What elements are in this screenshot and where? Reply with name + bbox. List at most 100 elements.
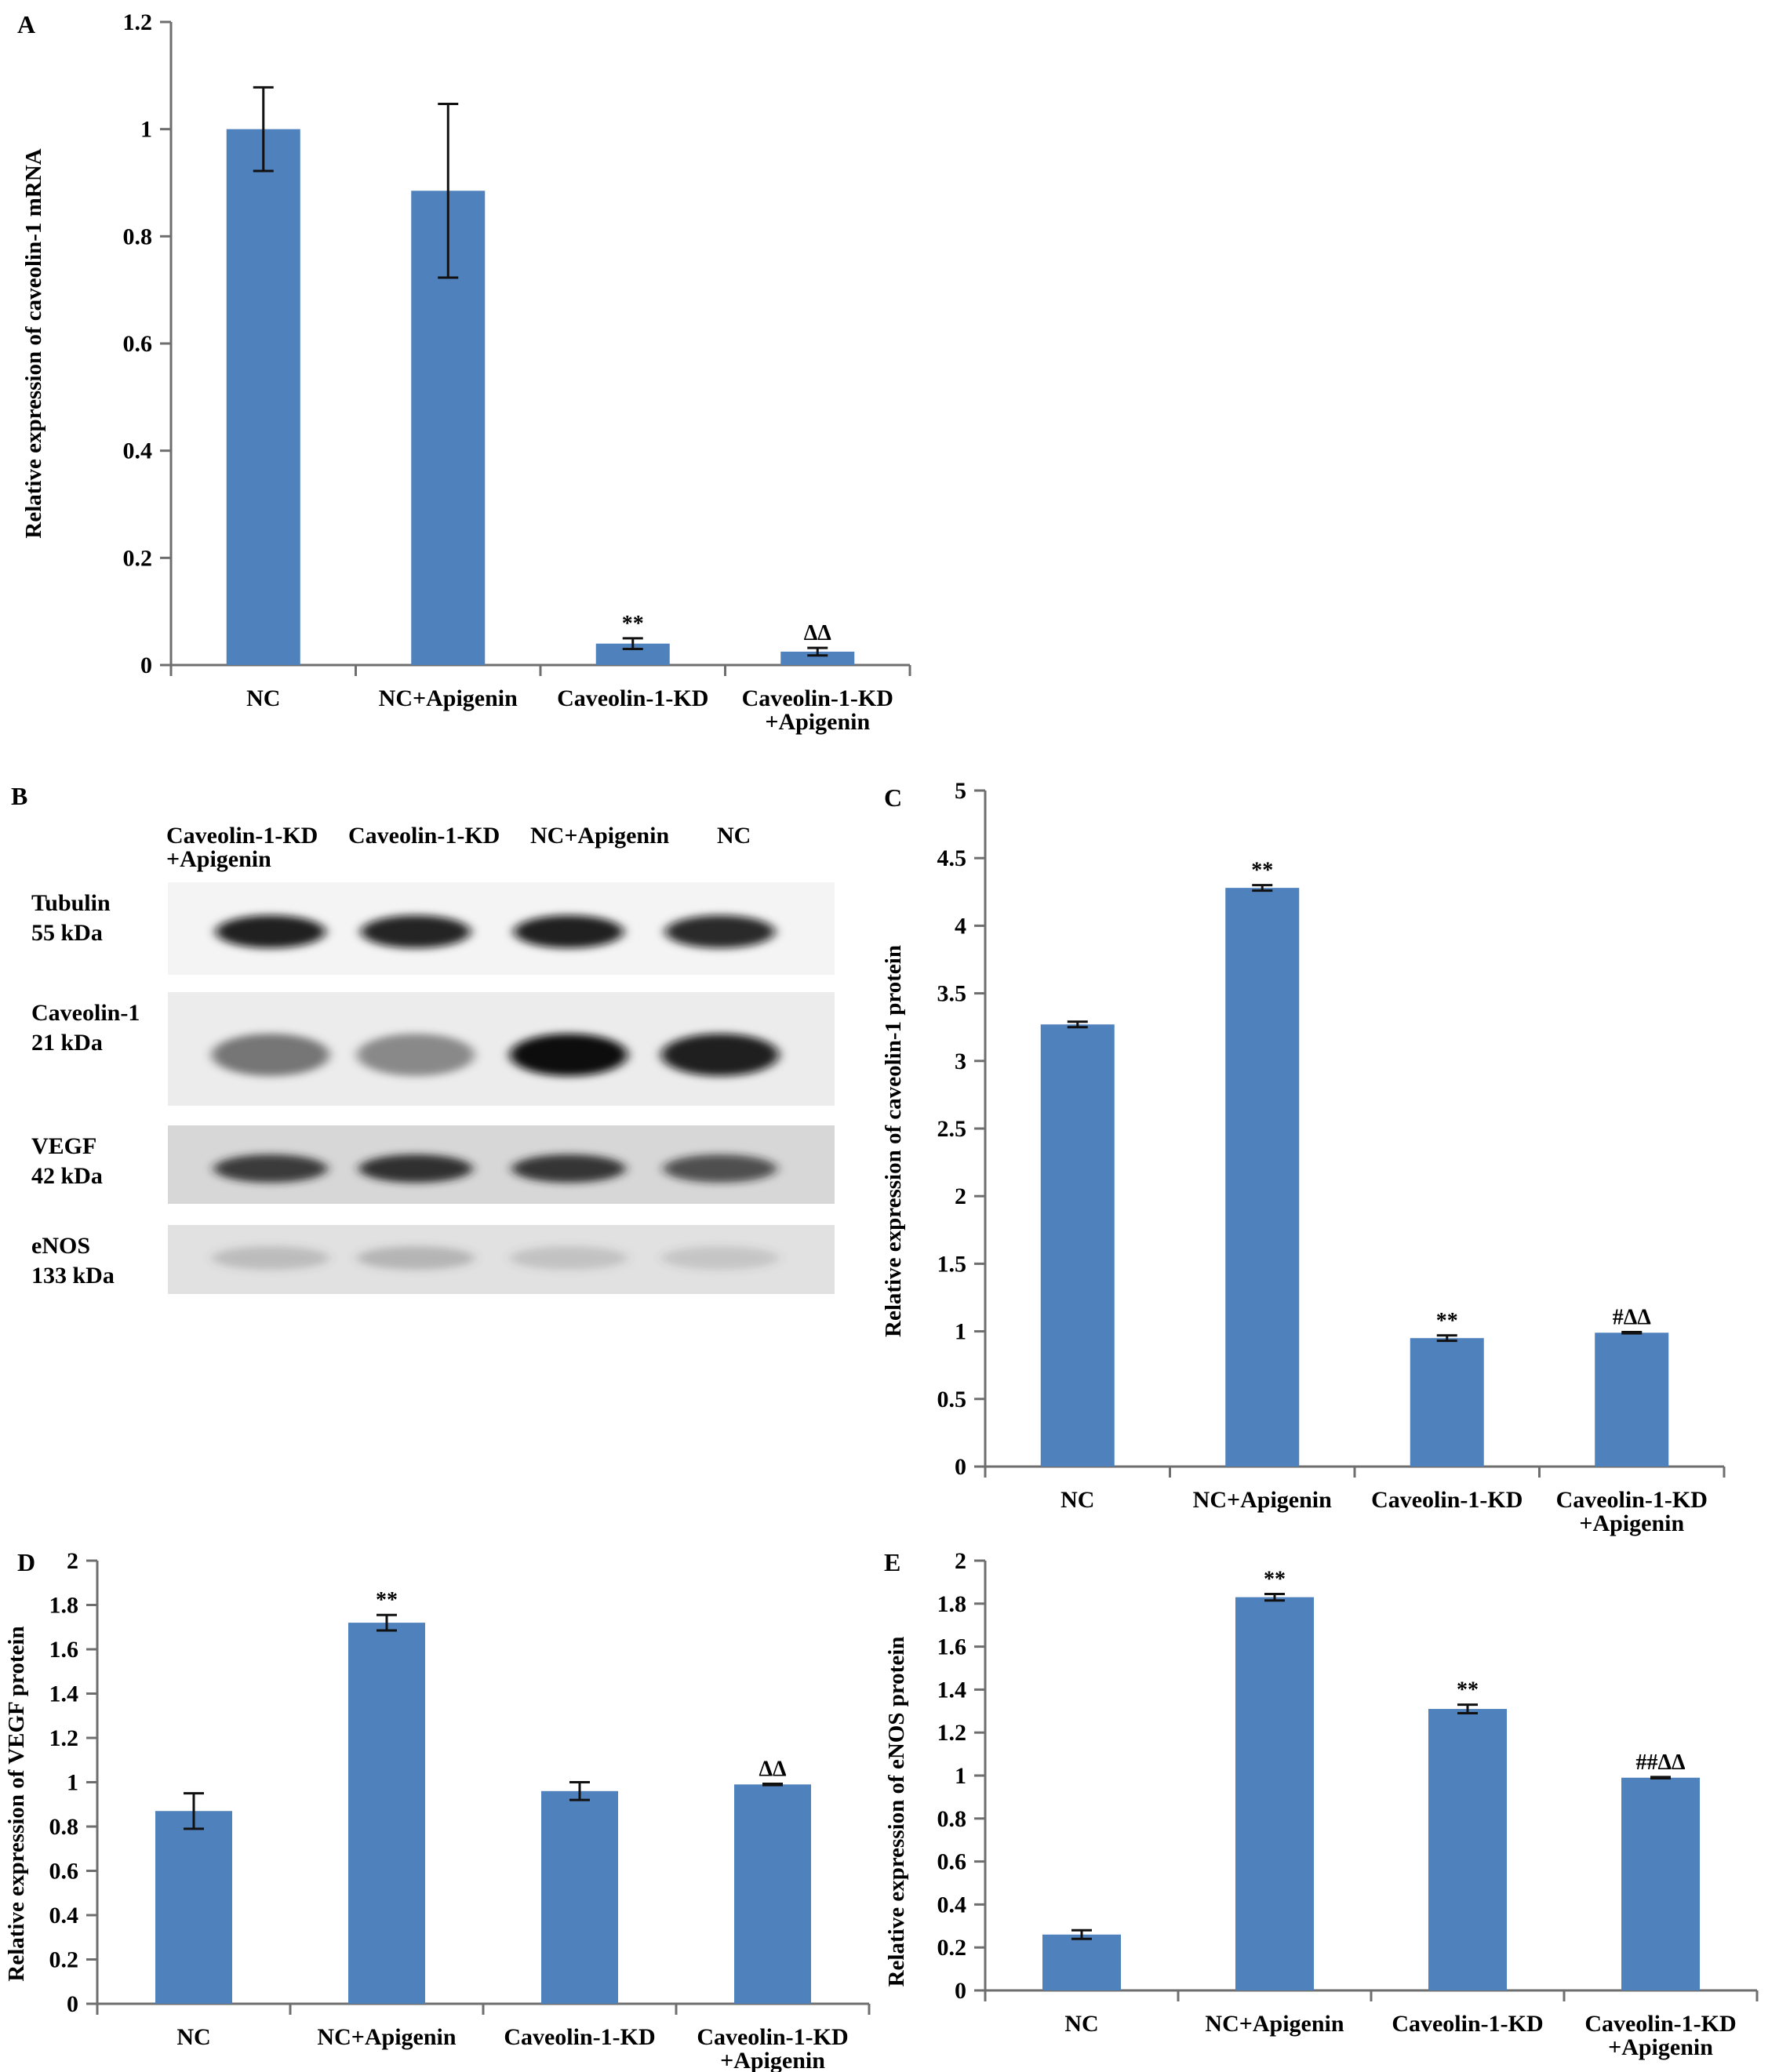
error-bar [569,1781,590,1801]
y-tick-label: 2 [955,1183,966,1209]
protein-label: Tubulin [31,890,111,916]
protein-label: eNOS [31,1233,90,1259]
lane-label: Caveolin-1-KD [166,823,318,849]
y-tick-label: 0.6 [123,331,153,357]
error-bar [807,646,828,657]
y-tick-label: 1.6 [49,1637,79,1663]
y-tick-label: 0 [955,1454,966,1480]
error-bar [1067,1020,1088,1029]
y-tick-label: 0.8 [123,224,153,249]
y-tick-label: 1.2 [49,1725,79,1751]
x-category-label: +Apigenin [765,709,870,735]
blot-row-enos: eNOS 133 kDa [31,1225,835,1294]
significance-label: ** [1436,1309,1458,1333]
error-bar [1436,1334,1457,1343]
x-category-label: +Apigenin [720,2048,825,2072]
blot-band [212,1034,329,1076]
significance-label: ##ΔΔ [1635,1750,1686,1775]
error-bar [1650,1776,1671,1780]
y-tick-label: 1.2 [937,1720,967,1746]
y-tick-label: 1.8 [937,1591,967,1617]
blot-band [216,915,326,948]
bar [1040,1024,1115,1467]
lane-label: +Apigenin [166,846,271,872]
y-axis-label: Relative expression of eNOS protein [884,1637,909,1987]
panel-letter: E [884,1548,900,1576]
chart-panel-c: C 0 0.5 1 1.5 2 2.5 3 3.5 4 4.5 5 NC ** NC+Apigenin ** C… [881,778,1726,1536]
y-tick-label: 0 [140,652,152,678]
chart-panel-e: E 0 0.2 0.4 0.6 0.8 1 1.2 1.4 1.6 1.8 2 NC ** NC+Apige… [884,1548,1759,2060]
y-tick-label: 1.8 [49,1593,79,1619]
y-axis-label: Relative expression of caveolin-1 protei… [881,945,906,1337]
lane-label: NC+Apigenin [530,823,669,849]
y-tick-label: 2 [955,1548,966,1574]
lane-label: Caveolin-1-KD [348,823,500,849]
x-category-label: NC [176,2024,210,2050]
y-tick-label: 2.5 [937,1116,967,1142]
significance-label: ΔΔ [804,621,832,645]
bar [1235,1597,1314,1990]
y-tick-label: 1.2 [123,9,153,35]
x-category-label: Caveolin-1-KD [557,685,708,711]
bar [348,1623,425,2004]
error-bar [438,103,459,279]
panel-letter: A [17,10,35,38]
blot-band [357,1246,475,1270]
x-category-label: NC+Apigenin [379,685,518,711]
significance-label: ** [1251,859,1273,883]
blot-row-vegf: VEGF 42 kDa [31,1125,835,1204]
blot-band [213,1154,328,1183]
y-tick-label: 1 [140,117,152,143]
y-tick-label: 4 [955,913,966,939]
x-category-label: Caveolin-1-KD [1556,1487,1708,1513]
y-tick-label: 5 [955,778,966,804]
y-tick-label: 1.6 [937,1634,967,1660]
x-category-label: Caveolin-1-KD [1584,2011,1736,2037]
blot-row-tubulin: Tubulin 55 kDa [31,882,835,975]
y-tick-label: 1.5 [937,1251,967,1277]
blot-band [358,1154,473,1183]
error-bar [622,637,643,650]
bar [734,1784,811,2004]
blot-band [665,915,775,948]
blot-band [511,1154,626,1183]
y-tick-label: 0.2 [123,545,153,571]
panel-letter: B [11,782,27,810]
panel-letter: C [884,783,902,812]
bar [541,1790,618,2004]
blot-row-caveolin-1: Caveolin-1 21 kDa [31,992,835,1106]
chart-panel-d: D 0 0.2 0.4 0.6 0.8 1 1.2 1.4 1.6 1.8 2 NC ** NC+Apige… [4,1548,871,2072]
blot-band [661,1246,779,1270]
blot-band [357,1034,475,1076]
y-tick-label: 0.4 [49,1903,79,1928]
bar [1225,888,1300,1467]
y-tick-label: 0.4 [123,438,153,464]
y-axis-label: Relative expression of VEGF protein [4,1626,29,1981]
significance-label: ** [1264,1567,1286,1591]
bar [1410,1338,1484,1467]
y-tick-label: 1.4 [937,1677,967,1703]
x-category-label: +Apigenin [1608,2034,1713,2060]
y-tick-label: 3.5 [937,981,967,1007]
bar [226,129,300,665]
blot-band [212,1246,329,1270]
protein-size-label: 21 kDa [31,1030,103,1056]
error-bar [1264,1592,1285,1602]
y-tick-label: 0.2 [49,1947,79,1973]
error-bar [377,1613,397,1632]
y-tick-label: 1 [955,1763,966,1789]
chart-panel-a: A 0 0.2 0.4 0.6 0.8 1 1.2 NC NC+Apigenin ** Caveoli… [17,9,911,735]
bar [1595,1332,1669,1467]
bar [780,651,855,665]
blot-band [661,1034,779,1076]
y-tick-label: 0.2 [937,1935,967,1961]
bar [1621,1777,1700,1990]
error-bar [762,1782,783,1787]
y-tick-label: 0 [67,1991,78,2017]
bar [155,1811,232,2004]
significance-label: ** [622,612,644,636]
protein-size-label: 55 kDa [31,920,103,946]
y-tick-label: 1.4 [49,1681,79,1707]
y-tick-label: 0.8 [937,1806,967,1832]
